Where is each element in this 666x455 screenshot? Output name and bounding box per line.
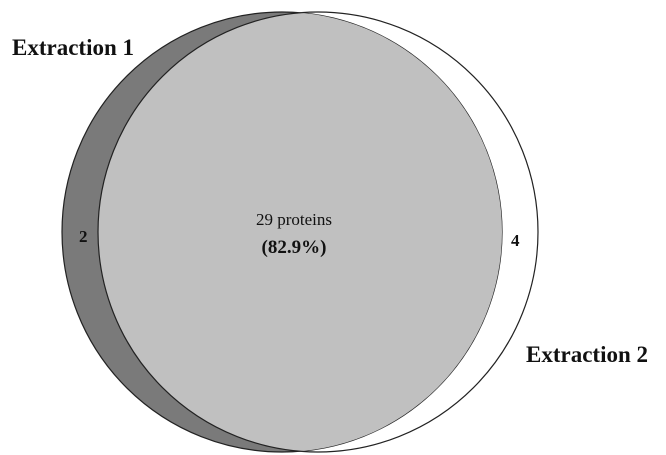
extraction-1-unique-count: 2 xyxy=(79,227,88,246)
intersection-percent: (82.9%) xyxy=(262,237,327,258)
intersection-count: 29 proteins xyxy=(256,210,332,229)
extraction-1-label: Extraction 1 xyxy=(12,35,134,60)
intersection-region xyxy=(98,12,502,452)
extraction-2-label: Extraction 2 xyxy=(526,342,648,367)
extraction-2-outline xyxy=(97,12,502,452)
extraction-2-unique-count: 4 xyxy=(511,231,520,250)
